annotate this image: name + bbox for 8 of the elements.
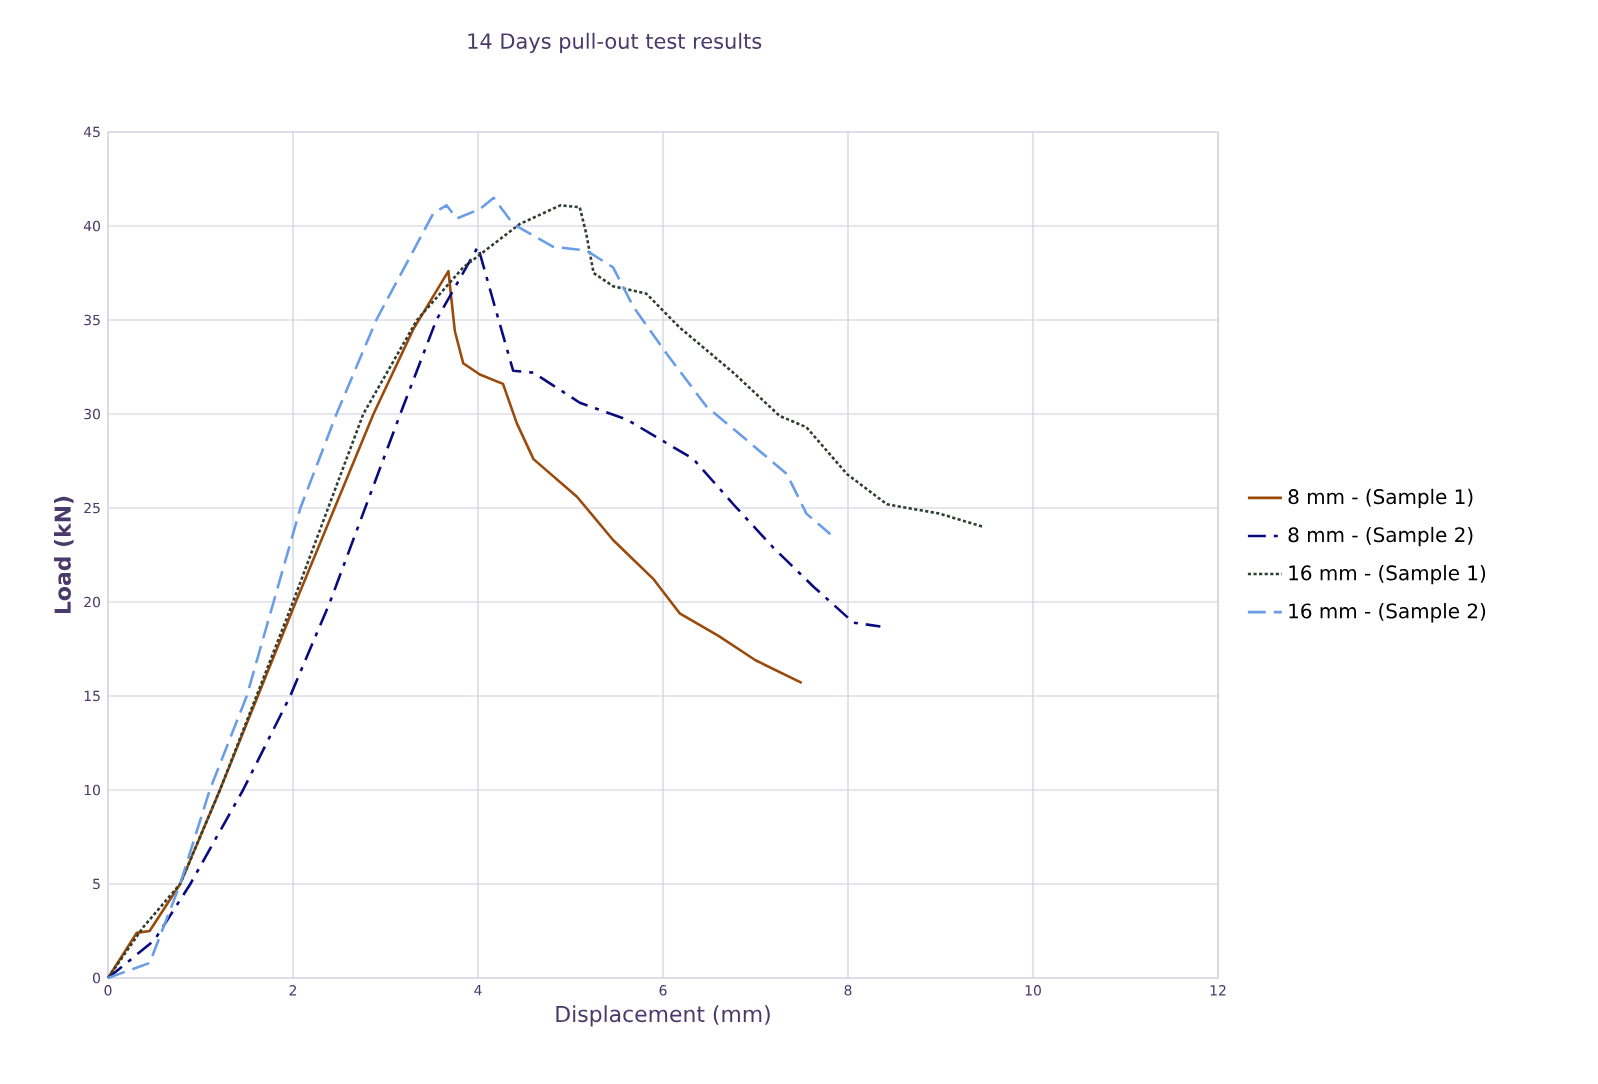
legend-label: 8 mm - (Sample 2) [1288,526,1473,547]
legend-label: 8 mm - (Sample 1) [1288,488,1473,509]
legend-label: 16 mm - (Sample 2) [1289,603,1486,623]
legend-label: 16 mm - (Sample 1) [1289,564,1486,585]
line-series [106,204,985,980]
x-axis-title: Displacement (mm) [556,1005,770,1027]
y-axis-title: Load (kN) [53,496,74,614]
chart-title: 14 Days pull-out test results [468,32,762,53]
